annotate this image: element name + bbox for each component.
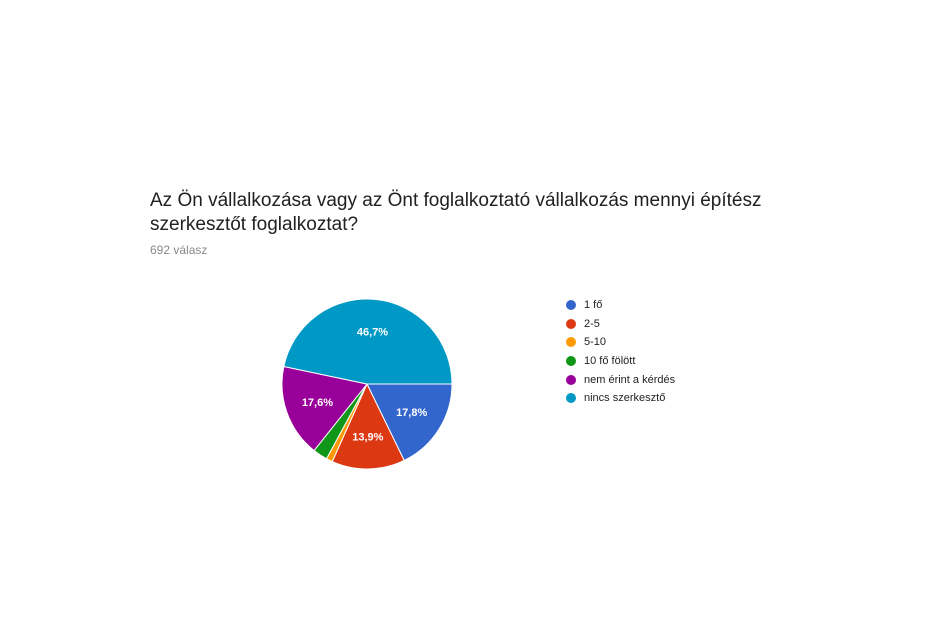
legend-item-nincs-szerkeszto[interactable]: nincs szerkesztő: [566, 389, 675, 408]
slice-label-1-fo: 17,8%: [396, 407, 427, 419]
pie-slice-1-fo[interactable]: [366, 383, 453, 462]
slice-label-2-5: 13,9%: [352, 432, 383, 444]
slice-label-nem-erint-a-kerdes: 17,6%: [302, 397, 333, 409]
legend-label: nincs szerkesztő: [584, 392, 666, 405]
pie-slice-nem-erint-a-kerdes[interactable]: [281, 365, 368, 452]
legend-marker-icon: [566, 356, 576, 367]
legend-item-1-fo[interactable]: 1 fő: [566, 296, 675, 315]
legend-marker-icon: [566, 393, 576, 404]
legend-item-nem-erint-a-kerdes[interactable]: nem érint a kérdés: [566, 370, 675, 389]
legend-marker-icon: [566, 318, 576, 329]
legend-item-5-10[interactable]: 5-10: [566, 333, 675, 352]
slice-label-nincs-szerkeszto: 46,7%: [357, 327, 388, 339]
chart-legend: 1 fő 2-5 5-10 10 fő fölött nem érint a kérdé…: [566, 296, 675, 408]
chart-title: Az Ön vállalkozása vagy az Önt foglalkoz…: [150, 190, 762, 235]
legend-label: 2-5: [584, 317, 600, 330]
pie-chart: 17,8% 13,9% 17,6% 46,7%: [281, 298, 453, 470]
response-count: 692 válasz: [150, 243, 208, 257]
legend-label: 10 fő fölött: [584, 355, 636, 368]
legend-marker-icon: [566, 374, 576, 385]
legend-item-10-fo-folott[interactable]: 10 fő fölött: [566, 352, 675, 371]
legend-marker-icon: [566, 300, 576, 311]
pie-slice-2-5[interactable]: [331, 382, 405, 470]
legend-marker-icon: [566, 337, 576, 348]
legend-label: 5-10: [584, 336, 607, 349]
legend-item-2-5[interactable]: 2-5: [566, 315, 675, 334]
legend-label: nem érint a kérdés: [584, 373, 676, 386]
pie-slice-nincs-szerkeszto[interactable]: [283, 298, 453, 385]
legend-label: 1 fő: [584, 299, 603, 312]
